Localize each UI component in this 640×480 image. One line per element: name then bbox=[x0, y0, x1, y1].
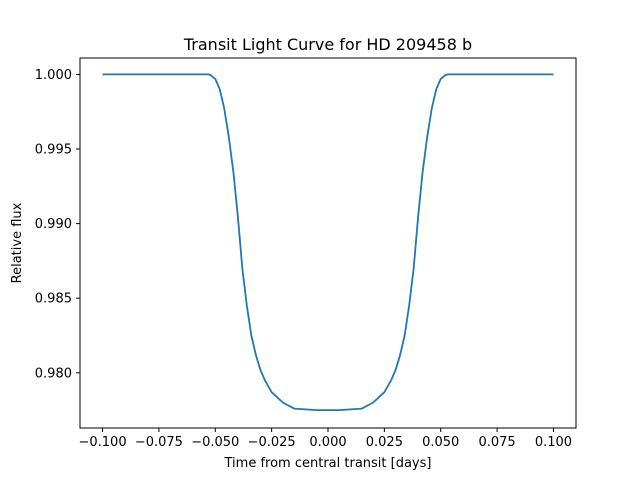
x-tick-label: 0.100 bbox=[535, 435, 572, 450]
y-tick-label: 0.990 bbox=[35, 217, 72, 232]
x-axis-ticks: −0.100 −0.075 −0.050 −0.025 0.000 0.025 0.050 0… bbox=[78, 428, 572, 450]
x-tick-label: 0.025 bbox=[366, 435, 403, 450]
y-tick-label: 0.985 bbox=[35, 292, 72, 307]
y-tick-label: 0.980 bbox=[35, 366, 72, 381]
x-tick-label: 0.075 bbox=[478, 435, 515, 450]
chart-title: Transit Light Curve for HD 209458 b bbox=[183, 35, 472, 54]
y-axis-label: Relative flux bbox=[10, 202, 25, 283]
series-line-0 bbox=[102, 73, 554, 411]
y-tick-label: 0.995 bbox=[35, 143, 72, 158]
x-tick-label: −0.100 bbox=[78, 435, 126, 450]
x-tick-label: −0.075 bbox=[135, 435, 183, 450]
y-tick-label: 1.000 bbox=[35, 68, 72, 83]
x-tick-label: 0.000 bbox=[309, 435, 346, 450]
plot-area bbox=[102, 73, 554, 411]
x-axis-label: Time from central transit [days] bbox=[224, 456, 432, 471]
x-tick-label: −0.025 bbox=[248, 435, 296, 450]
x-tick-label: −0.050 bbox=[191, 435, 239, 450]
y-axis-ticks: 0.980 0.985 0.990 0.995 1.000 bbox=[35, 68, 80, 381]
axes-frame bbox=[79, 57, 577, 429]
x-tick-label: 0.050 bbox=[422, 435, 459, 450]
